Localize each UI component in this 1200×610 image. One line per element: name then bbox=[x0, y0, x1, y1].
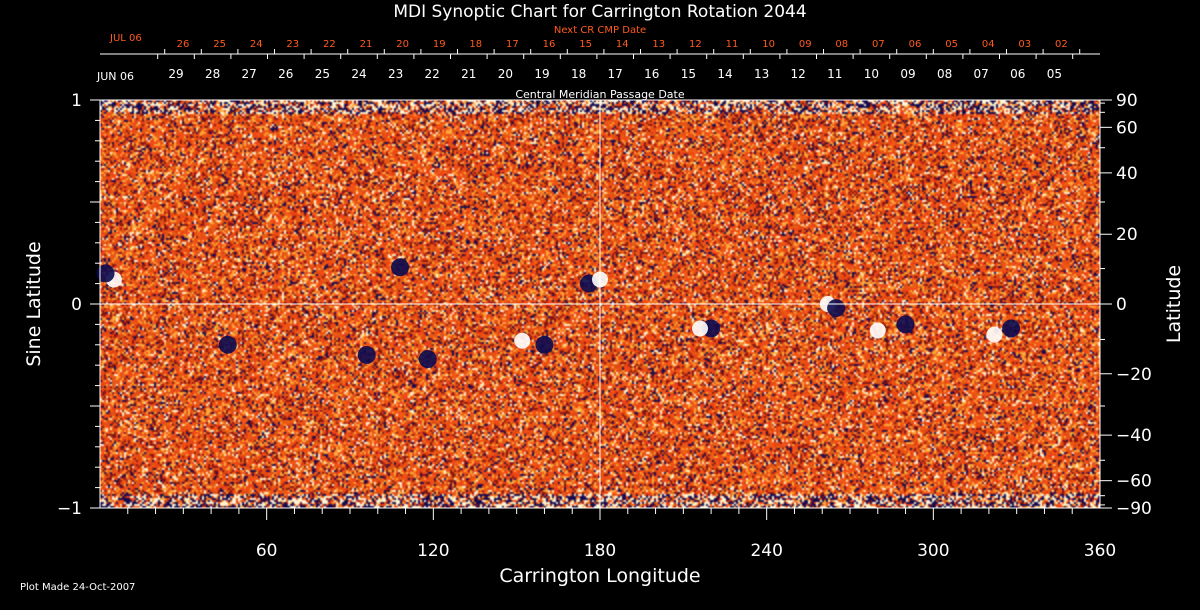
x-tick-label: 180 bbox=[584, 541, 616, 561]
plot-area bbox=[96, 99, 1101, 509]
cmp-date-label: 15 bbox=[681, 67, 696, 81]
next-cr-date-label: 19 bbox=[433, 39, 446, 50]
negative-polarity-region bbox=[391, 258, 409, 277]
cmp-date-label: 27 bbox=[242, 67, 257, 81]
cmp-date-label: 21 bbox=[461, 67, 476, 81]
negative-polarity-region bbox=[218, 335, 237, 354]
cmp-start-label: JUN 06 bbox=[96, 70, 134, 83]
cmp-date-label: 22 bbox=[425, 67, 440, 81]
x-tick-label: 60 bbox=[256, 541, 278, 561]
negative-polarity-region bbox=[96, 264, 115, 283]
cmp-date-label: 07 bbox=[974, 67, 989, 81]
positive-polarity-region bbox=[869, 322, 886, 339]
negative-polarity-region bbox=[535, 335, 554, 354]
next-cr-date-label: 04 bbox=[982, 39, 995, 50]
next-cr-date-label: 03 bbox=[1018, 39, 1031, 50]
cmp-date-label: 08 bbox=[937, 67, 952, 81]
cmp-date-label: 24 bbox=[351, 67, 366, 81]
cmp-date-label: 25 bbox=[315, 67, 330, 81]
next-cr-date-label: 18 bbox=[469, 39, 482, 50]
next-cr-date-label: 06 bbox=[909, 39, 922, 50]
next-cr-date-label: 22 bbox=[323, 39, 336, 50]
next-cr-date-label: 05 bbox=[945, 39, 958, 50]
x-tick-label: 360 bbox=[1084, 541, 1116, 561]
next-cr-date-label: 12 bbox=[689, 39, 702, 50]
y-left-tick-label: −1 bbox=[57, 499, 82, 519]
y-right-tick-label: −60 bbox=[1116, 472, 1152, 492]
y-right-tick-label: 90 bbox=[1116, 91, 1138, 111]
cmp-date-label: 20 bbox=[498, 67, 513, 81]
next-cr-date-label: 16 bbox=[543, 39, 556, 50]
next-cr-date-label: 14 bbox=[616, 39, 629, 50]
x-axis: 60 120 180 240 300 360 bbox=[127, 508, 1116, 561]
y-right-tick-label: 60 bbox=[1116, 118, 1138, 138]
y-axis-right: 90 60 40 20 0 −20 −40 −60 −90 bbox=[1100, 91, 1152, 519]
next-cr-date-label: 25 bbox=[213, 39, 226, 50]
y-left-tick-label: 1 bbox=[71, 91, 82, 111]
y-right-tick-label: 0 bbox=[1116, 295, 1127, 315]
negative-polarity-region bbox=[357, 346, 376, 364]
next-cr-date-label: 02 bbox=[1055, 39, 1068, 50]
positive-polarity-region bbox=[986, 326, 1003, 343]
y-left-tick-label: 0 bbox=[71, 295, 82, 315]
cmp-date-label: 19 bbox=[534, 67, 549, 81]
next-cr-date-label: 24 bbox=[250, 39, 263, 50]
cmp-date-axis: JUN 06 29 28 27 26 25 24 23 22 21 20 19 18 17 16 15 14 1… bbox=[96, 54, 1074, 101]
cmp-date-label: 14 bbox=[717, 67, 732, 81]
next-cr-date-label: 11 bbox=[726, 39, 739, 50]
cmp-date-label: 16 bbox=[644, 67, 659, 81]
y-right-tick-label: −90 bbox=[1116, 499, 1152, 519]
cmp-date-label: 17 bbox=[608, 67, 623, 81]
y-right-tick-label: 20 bbox=[1116, 225, 1138, 245]
next-cr-cmp-axis: Next CR CMP Date JUL 06 26 25 24 23 22 21 20 19… bbox=[100, 25, 1100, 55]
cmp-date-label: 06 bbox=[1010, 67, 1025, 81]
positive-polarity-region bbox=[514, 332, 531, 349]
next-cr-date-label: 23 bbox=[286, 39, 299, 50]
next-cr-date-label: 20 bbox=[396, 39, 409, 50]
x-tick-label: 300 bbox=[917, 541, 949, 561]
y-right-tick-label: −40 bbox=[1116, 426, 1152, 446]
cmp-date-label: 28 bbox=[205, 67, 220, 81]
next-cr-cmp-label: Next CR CMP Date bbox=[554, 25, 646, 36]
negative-polarity-region bbox=[827, 299, 846, 318]
chart-title: MDI Synoptic Chart for Carrington Rotati… bbox=[393, 2, 806, 22]
next-cr-date-label: 07 bbox=[872, 39, 885, 50]
x-tick-label: 120 bbox=[417, 541, 449, 561]
x-tick-label: 240 bbox=[750, 541, 782, 561]
next-cr-date-label: 21 bbox=[360, 39, 373, 50]
y-axis-left: 1 0 −1 bbox=[57, 91, 100, 519]
cmp-date-label: 12 bbox=[791, 67, 806, 81]
next-cr-start-label: JUL 06 bbox=[109, 33, 142, 44]
cmp-date-label: 23 bbox=[388, 67, 403, 81]
negative-polarity-region bbox=[1002, 319, 1021, 338]
cmp-date-label: 09 bbox=[900, 67, 915, 81]
cmp-date-label: 11 bbox=[827, 67, 842, 81]
y-axis-left-label: Sine Latitude bbox=[23, 241, 45, 366]
cmp-date-label: 29 bbox=[168, 67, 183, 81]
next-cr-date-label: 10 bbox=[762, 39, 775, 50]
cmp-axis-label: Central Meridian Passage Date bbox=[515, 88, 684, 101]
cmp-date-label: 13 bbox=[754, 67, 769, 81]
next-cr-date-label: 08 bbox=[835, 39, 848, 50]
negative-polarity-region bbox=[418, 350, 437, 369]
y-right-tick-label: 40 bbox=[1116, 164, 1138, 184]
y-axis-right-label: Latitude bbox=[1163, 265, 1185, 343]
y-right-tick-label: −20 bbox=[1116, 365, 1152, 385]
next-cr-date-label: 26 bbox=[177, 39, 190, 50]
next-cr-date-label: 13 bbox=[652, 39, 665, 50]
next-cr-date-label: 17 bbox=[506, 39, 519, 50]
x-axis-label: Carrington Longitude bbox=[499, 565, 700, 587]
cmp-date-label: 18 bbox=[571, 67, 586, 81]
negative-polarity-region bbox=[896, 315, 915, 334]
next-cr-date-label: 09 bbox=[799, 39, 812, 50]
positive-polarity-region bbox=[692, 320, 708, 337]
cmp-date-label: 10 bbox=[864, 67, 879, 81]
cmp-date-label: 26 bbox=[278, 67, 293, 81]
cmp-date-label: 05 bbox=[1047, 67, 1062, 81]
next-cr-date-label: 15 bbox=[579, 39, 592, 50]
plot-made-footer: Plot Made 24-Oct-2007 bbox=[20, 582, 135, 593]
